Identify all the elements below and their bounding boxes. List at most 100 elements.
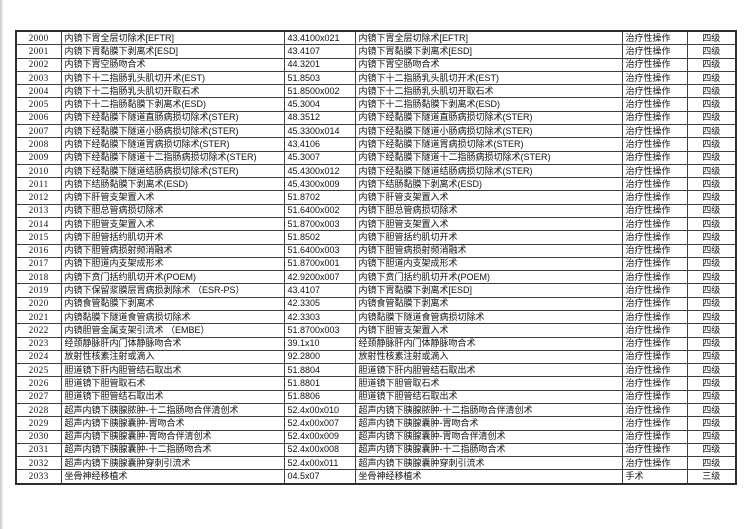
operation-category: 治疗性操作	[621, 363, 688, 378]
sequence-number: 2017	[15, 256, 62, 272]
procedure-name: 内镜黏膜下隧道食管病损切除术	[60, 309, 285, 325]
grade-level: 四级	[686, 442, 737, 458]
procedure-grading-table: 2000 内镜下胃全层切除术[EFTR] 43.4100x021 内镜下胃全层切除术[…	[15, 30, 737, 485]
grade-level: 四级	[686, 416, 737, 431]
procedure-name-repeat: 内镜下贲门括约肌切开术(POEM)	[354, 270, 623, 285]
table-row: 2027 胆道镜下胆管结石取出术 51.8806 胆道镜下胆管结石取出术 治疗性操作 四级	[15, 389, 737, 404]
table-row: 2016 内镜下胆管病损射频消融术 51.6400x003 内镜下胆管病损射频消融术治…	[15, 243, 737, 258]
operation-category: 治疗性操作	[621, 110, 688, 126]
table-row: 2018 内镜下贲门括约肌切开术(POEM) 42.9200x007 内镜下贲门括约肌…	[15, 270, 737, 285]
sequence-number: 2029	[15, 416, 62, 431]
grade-level: 四级	[686, 84, 737, 99]
procedure-code: 42.9200x007	[283, 270, 356, 285]
procedure-name-repeat: 内镜下十二指肠黏膜下剥离术(ESD)	[354, 97, 623, 112]
sequence-number: 2032	[15, 456, 62, 471]
grade-level: 四级	[686, 230, 737, 245]
procedure-name: 内镜食管黏膜下剥离术	[60, 296, 285, 311]
grade-level: 四级	[686, 456, 737, 471]
procedure-name-repeat: 内镜下胆管支架置入术	[354, 216, 623, 232]
procedure-name: 内镜下胆道内支架成形术	[60, 256, 285, 272]
procedure-name: 内镜胆管金属支架引流术 （EMBE）	[60, 323, 285, 338]
operation-category: 治疗性操作	[621, 84, 688, 99]
sequence-number: 2026	[15, 376, 62, 391]
procedure-name-repeat: 内镜下胆总管病损切除术	[354, 203, 623, 219]
grade-level: 四级	[686, 402, 737, 418]
table-row: 2024 放射性核素注射或滴入 92.2800 放射性核素注射或滴入 治疗性操作 四级	[15, 349, 737, 365]
procedure-name-repeat: 内镜下经黏膜下隧道直肠病损切除术(STER)	[354, 110, 623, 126]
sequence-number: 2028	[15, 402, 62, 418]
procedure-name-repeat: 坐骨神经移植术	[354, 469, 623, 485]
procedure-code: 52.4x00x010	[283, 402, 356, 418]
sequence-number: 2004	[15, 84, 62, 99]
table-row: 2031 超声内镜下胰腺囊肿-十二指肠吻合术 52.4x00x008 超声内镜下胰腺囊…	[15, 442, 737, 458]
procedure-name-repeat: 超声内镜下胰腺囊肿-胃吻合术	[354, 416, 623, 431]
procedure-name: 内镜下经黏膜下隧道小肠病损切除术(STER)	[60, 124, 285, 139]
table-row: 2003 内镜下十二指肠乳头肌切开术(EST) 51.8503 内镜下十二指肠乳头肌切…	[15, 70, 737, 86]
procedure-name-repeat: 内镜黏膜下隧道食管病损切除术	[354, 309, 623, 325]
procedure-code: 43.4107	[283, 44, 356, 59]
procedure-name: 内镜下经黏膜下隧道直肠病损切除术(STER)	[60, 110, 285, 126]
operation-category: 治疗性操作	[621, 216, 688, 232]
operation-category: 治疗性操作	[621, 203, 688, 219]
sequence-number: 2018	[15, 270, 62, 285]
operation-category: 治疗性操作	[621, 270, 688, 285]
procedure-code: 52.4x00x009	[283, 429, 356, 444]
procedure-name: 内镜下胆总管病损切除术	[60, 203, 285, 219]
table-row: 2004 内镜下十二指肠乳头肌切开取石术 51.8500x002 内镜下十二指肠乳头肌…	[15, 84, 737, 99]
grade-level: 四级	[686, 349, 737, 365]
table-row: 2025 胆道镜下肝内胆管结石取出术 51.8804 胆道镜下肝内胆管结石取出术 治疗性…	[15, 363, 737, 378]
operation-category: 治疗性操作	[621, 429, 688, 444]
sequence-number: 2025	[15, 363, 62, 378]
procedure-code: 42.3303	[283, 309, 356, 325]
grade-level: 四级	[686, 124, 737, 139]
operation-category: 治疗性操作	[621, 190, 688, 205]
grade-level: 四级	[686, 177, 737, 192]
sequence-number: 2030	[15, 429, 62, 444]
grade-level: 四级	[686, 376, 737, 391]
operation-category: 治疗性操作	[621, 309, 688, 325]
grade-level: 四级	[686, 150, 737, 165]
procedure-name: 超声内镜下胰腺囊肿-胃吻合术	[60, 416, 285, 431]
procedure-code: 52.4x00x007	[283, 416, 356, 431]
procedure-code: 51.8801	[283, 376, 356, 391]
sequence-number: 2033	[15, 469, 62, 485]
operation-category: 治疗性操作	[621, 177, 688, 192]
procedure-name: 胆道镜下胆管取石术	[60, 376, 285, 391]
table-row: 2021 内镜黏膜下隧道食管病损切除术 42.3303 内镜黏膜下隧道食管病损切除术治…	[15, 309, 737, 325]
grade-level: 四级	[686, 190, 737, 205]
table-row: 2014 内镜下胆管支架置入术 51.8700x003 内镜下胆管支架置入术 治疗性操作…	[15, 216, 737, 232]
grade-level: 四级	[686, 363, 737, 378]
grade-level: 四级	[686, 389, 737, 404]
procedure-name: 胆道镜下肝内胆管结石取出术	[60, 363, 285, 378]
procedure-name-repeat: 内镜下胃黏膜下剥离术[ESD]	[354, 283, 623, 298]
procedure-code: 45.4300x012	[283, 163, 356, 179]
operation-category: 治疗性操作	[621, 243, 688, 258]
sequence-number: 2024	[15, 349, 62, 365]
table-row: 2030 超声内镜下胰腺囊肿-胃吻合伴清创术 52.4x00x009 超声内镜下胰腺囊…	[15, 429, 737, 444]
sequence-number: 2005	[15, 97, 62, 112]
operation-category: 治疗性操作	[621, 163, 688, 179]
table-row: 2033 坐骨神经移植术 04.5x07 坐骨神经移植术 手术 三级	[15, 469, 737, 485]
procedure-name-repeat: 内镜下肝管支架置入术	[354, 190, 623, 205]
procedure-code: 51.8702	[283, 190, 356, 205]
procedure-name-repeat: 内镜下胆管病损射频消融术	[354, 243, 623, 258]
operation-category: 治疗性操作	[621, 137, 688, 152]
operation-category: 治疗性操作	[621, 97, 688, 112]
sequence-number: 2008	[15, 137, 62, 152]
table-row: 2032 超声内镜下胰腺囊肿穿刺引流术 52.4x00x011 超声内镜下胰腺囊肿穿刺…	[15, 456, 737, 471]
table-row: 2023 经颈静脉肝内门体静脉吻合术 39.1x10 经颈静脉肝内门体静脉吻合术 治疗性…	[15, 336, 737, 351]
operation-category: 治疗性操作	[621, 336, 688, 351]
table-row: 2026 胆道镜下胆管取石术 51.8801 胆道镜下胆管取石术 治疗性操作 四级	[15, 376, 737, 391]
procedure-code: 51.8804	[283, 363, 356, 378]
procedure-name: 坐骨神经移植术	[60, 469, 285, 485]
sequence-number: 2007	[15, 124, 62, 139]
procedure-name-repeat: 超声内镜下胰腺囊肿-十二指肠吻合术	[354, 442, 623, 458]
procedure-name: 内镜下保留浆膜层胃病损剥除术 （ESR-PS）	[60, 283, 285, 298]
table-row: 2017 内镜下胆道内支架成形术 51.8700x001 内镜下胆道内支架成形术 治疗性…	[15, 256, 737, 272]
grade-level: 四级	[686, 270, 737, 285]
operation-category: 治疗性操作	[621, 349, 688, 365]
procedure-name: 经颈静脉肝内门体静脉吻合术	[60, 336, 285, 351]
operation-category: 治疗性操作	[621, 30, 688, 46]
procedure-code: 48.3512	[283, 110, 356, 126]
table-row: 2000 内镜下胃全层切除术[EFTR] 43.4100x021 内镜下胃全层切除术[…	[15, 30, 737, 46]
